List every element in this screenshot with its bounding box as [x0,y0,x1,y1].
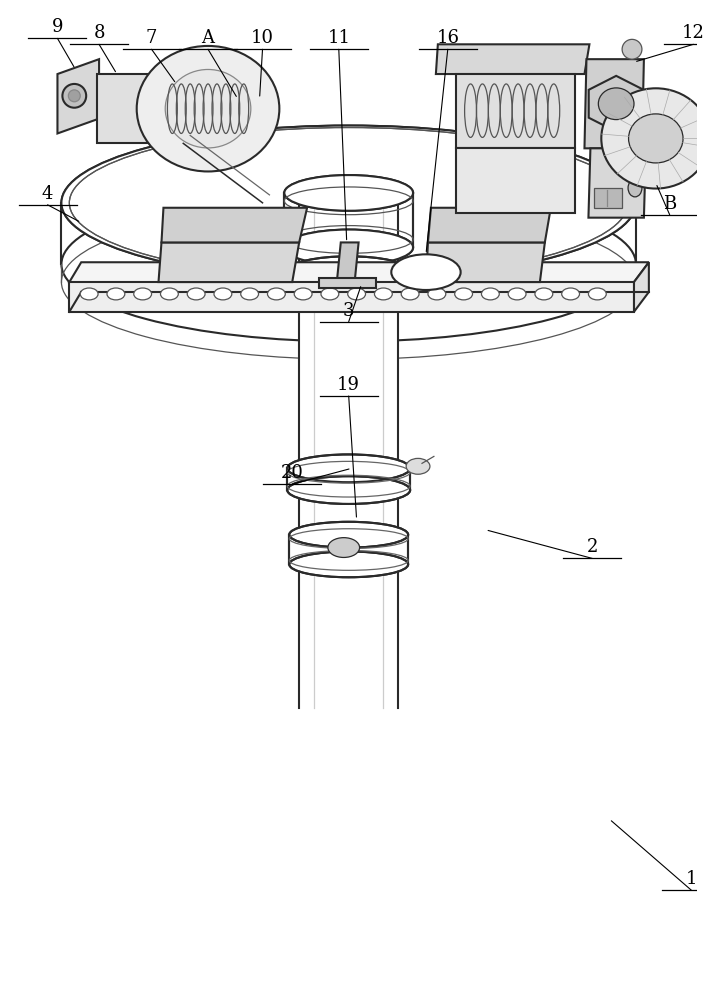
Ellipse shape [328,538,360,557]
Ellipse shape [294,288,312,300]
Polygon shape [589,148,646,218]
Text: 1: 1 [686,870,697,888]
Text: 10: 10 [251,29,274,47]
Ellipse shape [455,288,472,300]
Polygon shape [455,148,574,213]
Ellipse shape [348,288,365,300]
Bar [299,198,398,693]
Ellipse shape [598,88,634,120]
Polygon shape [287,468,410,490]
Text: 11: 11 [327,29,351,47]
Ellipse shape [165,69,251,148]
Ellipse shape [134,288,151,300]
Ellipse shape [284,175,413,211]
Ellipse shape [107,288,125,300]
Text: 9: 9 [51,18,63,36]
Polygon shape [428,208,551,242]
Polygon shape [455,74,574,148]
Ellipse shape [404,260,428,276]
Text: 2: 2 [586,538,598,556]
Ellipse shape [629,114,683,163]
Ellipse shape [61,126,636,280]
Ellipse shape [401,288,419,300]
Ellipse shape [289,278,408,306]
Ellipse shape [622,39,642,59]
Ellipse shape [562,288,579,300]
Ellipse shape [214,288,232,300]
Polygon shape [97,74,163,143]
Ellipse shape [601,88,704,189]
Ellipse shape [391,254,460,290]
Ellipse shape [508,288,526,300]
Ellipse shape [63,84,86,108]
Polygon shape [634,262,649,312]
Ellipse shape [428,288,446,300]
Text: 7: 7 [146,29,157,47]
Ellipse shape [61,187,636,341]
Ellipse shape [287,454,410,482]
Text: B: B [663,195,677,213]
Ellipse shape [482,288,499,300]
Ellipse shape [241,288,258,300]
Polygon shape [284,193,413,247]
Ellipse shape [535,288,553,300]
Text: 19: 19 [337,376,360,394]
Polygon shape [589,76,643,132]
Text: 4: 4 [42,185,54,203]
Ellipse shape [289,256,408,284]
Text: 12: 12 [682,24,704,42]
Bar [319,278,377,288]
Ellipse shape [187,288,205,300]
Polygon shape [161,208,307,242]
Text: 16: 16 [436,29,459,47]
Ellipse shape [289,522,408,548]
Text: A: A [201,29,215,47]
Polygon shape [158,242,299,282]
Text: 20: 20 [281,464,303,482]
Ellipse shape [628,179,642,197]
Ellipse shape [284,175,413,211]
Ellipse shape [161,288,178,300]
Text: 3: 3 [343,302,354,320]
Ellipse shape [406,458,430,474]
Text: 8: 8 [94,24,105,42]
Polygon shape [436,44,589,74]
Ellipse shape [287,476,410,504]
Ellipse shape [284,230,413,265]
Ellipse shape [137,46,279,171]
Polygon shape [584,59,644,148]
Ellipse shape [589,288,606,300]
Polygon shape [289,535,408,564]
Ellipse shape [375,288,392,300]
Ellipse shape [80,288,98,300]
Polygon shape [69,282,634,312]
Ellipse shape [289,552,408,577]
Polygon shape [337,242,358,282]
Ellipse shape [284,230,413,265]
Polygon shape [69,262,649,282]
Polygon shape [58,59,99,133]
Ellipse shape [321,288,339,300]
Bar [594,188,622,208]
Polygon shape [426,242,545,282]
Ellipse shape [61,126,636,280]
Ellipse shape [268,288,285,300]
Ellipse shape [68,90,80,102]
Polygon shape [289,270,408,292]
